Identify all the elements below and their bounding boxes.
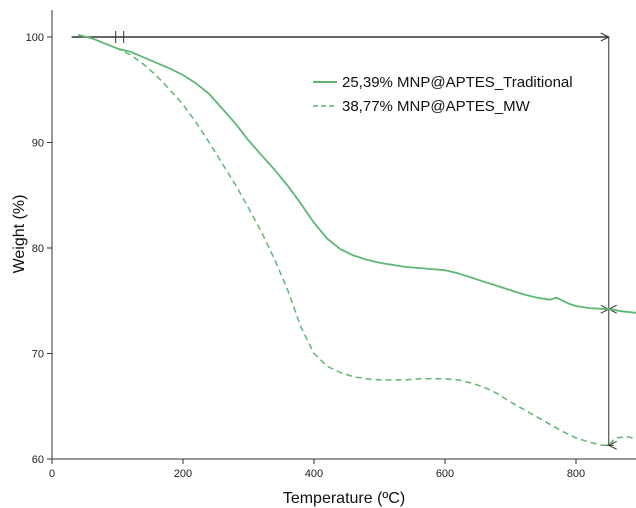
x-tick-label: 200 xyxy=(174,468,192,480)
y-axis-ticks: 60 70 80 90 100 xyxy=(26,32,52,466)
x-tick-label: 800 xyxy=(567,468,585,480)
x-tick-label: 400 xyxy=(305,468,323,480)
plot-area xyxy=(51,10,636,460)
y-tick-label: 70 xyxy=(32,349,44,361)
x-axis-title: Temperature (ºC) xyxy=(283,490,405,507)
legend-label-traditional: 25,39% MNP@APTES_Traditional xyxy=(342,74,573,91)
y-tick-label: 90 xyxy=(32,138,44,150)
series-line-mw xyxy=(78,34,636,447)
annotations xyxy=(71,31,614,445)
y-tick-label: 100 xyxy=(26,32,44,44)
x-axis-ticks: 0 200 400 600 800 xyxy=(49,459,585,480)
series-group xyxy=(77,34,636,447)
legend-label-mw: 38,77% MNP@APTES_MW xyxy=(342,98,531,115)
x-tick-label: 0 xyxy=(49,468,55,480)
series-line-traditional xyxy=(77,34,636,314)
x-tick-label: 600 xyxy=(436,468,454,480)
legend: 25,39% MNP@APTES_Traditional 38,77% MNP@… xyxy=(313,74,573,115)
y-tick-label: 80 xyxy=(32,243,44,255)
y-axis-title: Weight (%) xyxy=(11,195,28,274)
y-tick-label: 60 xyxy=(32,454,44,466)
